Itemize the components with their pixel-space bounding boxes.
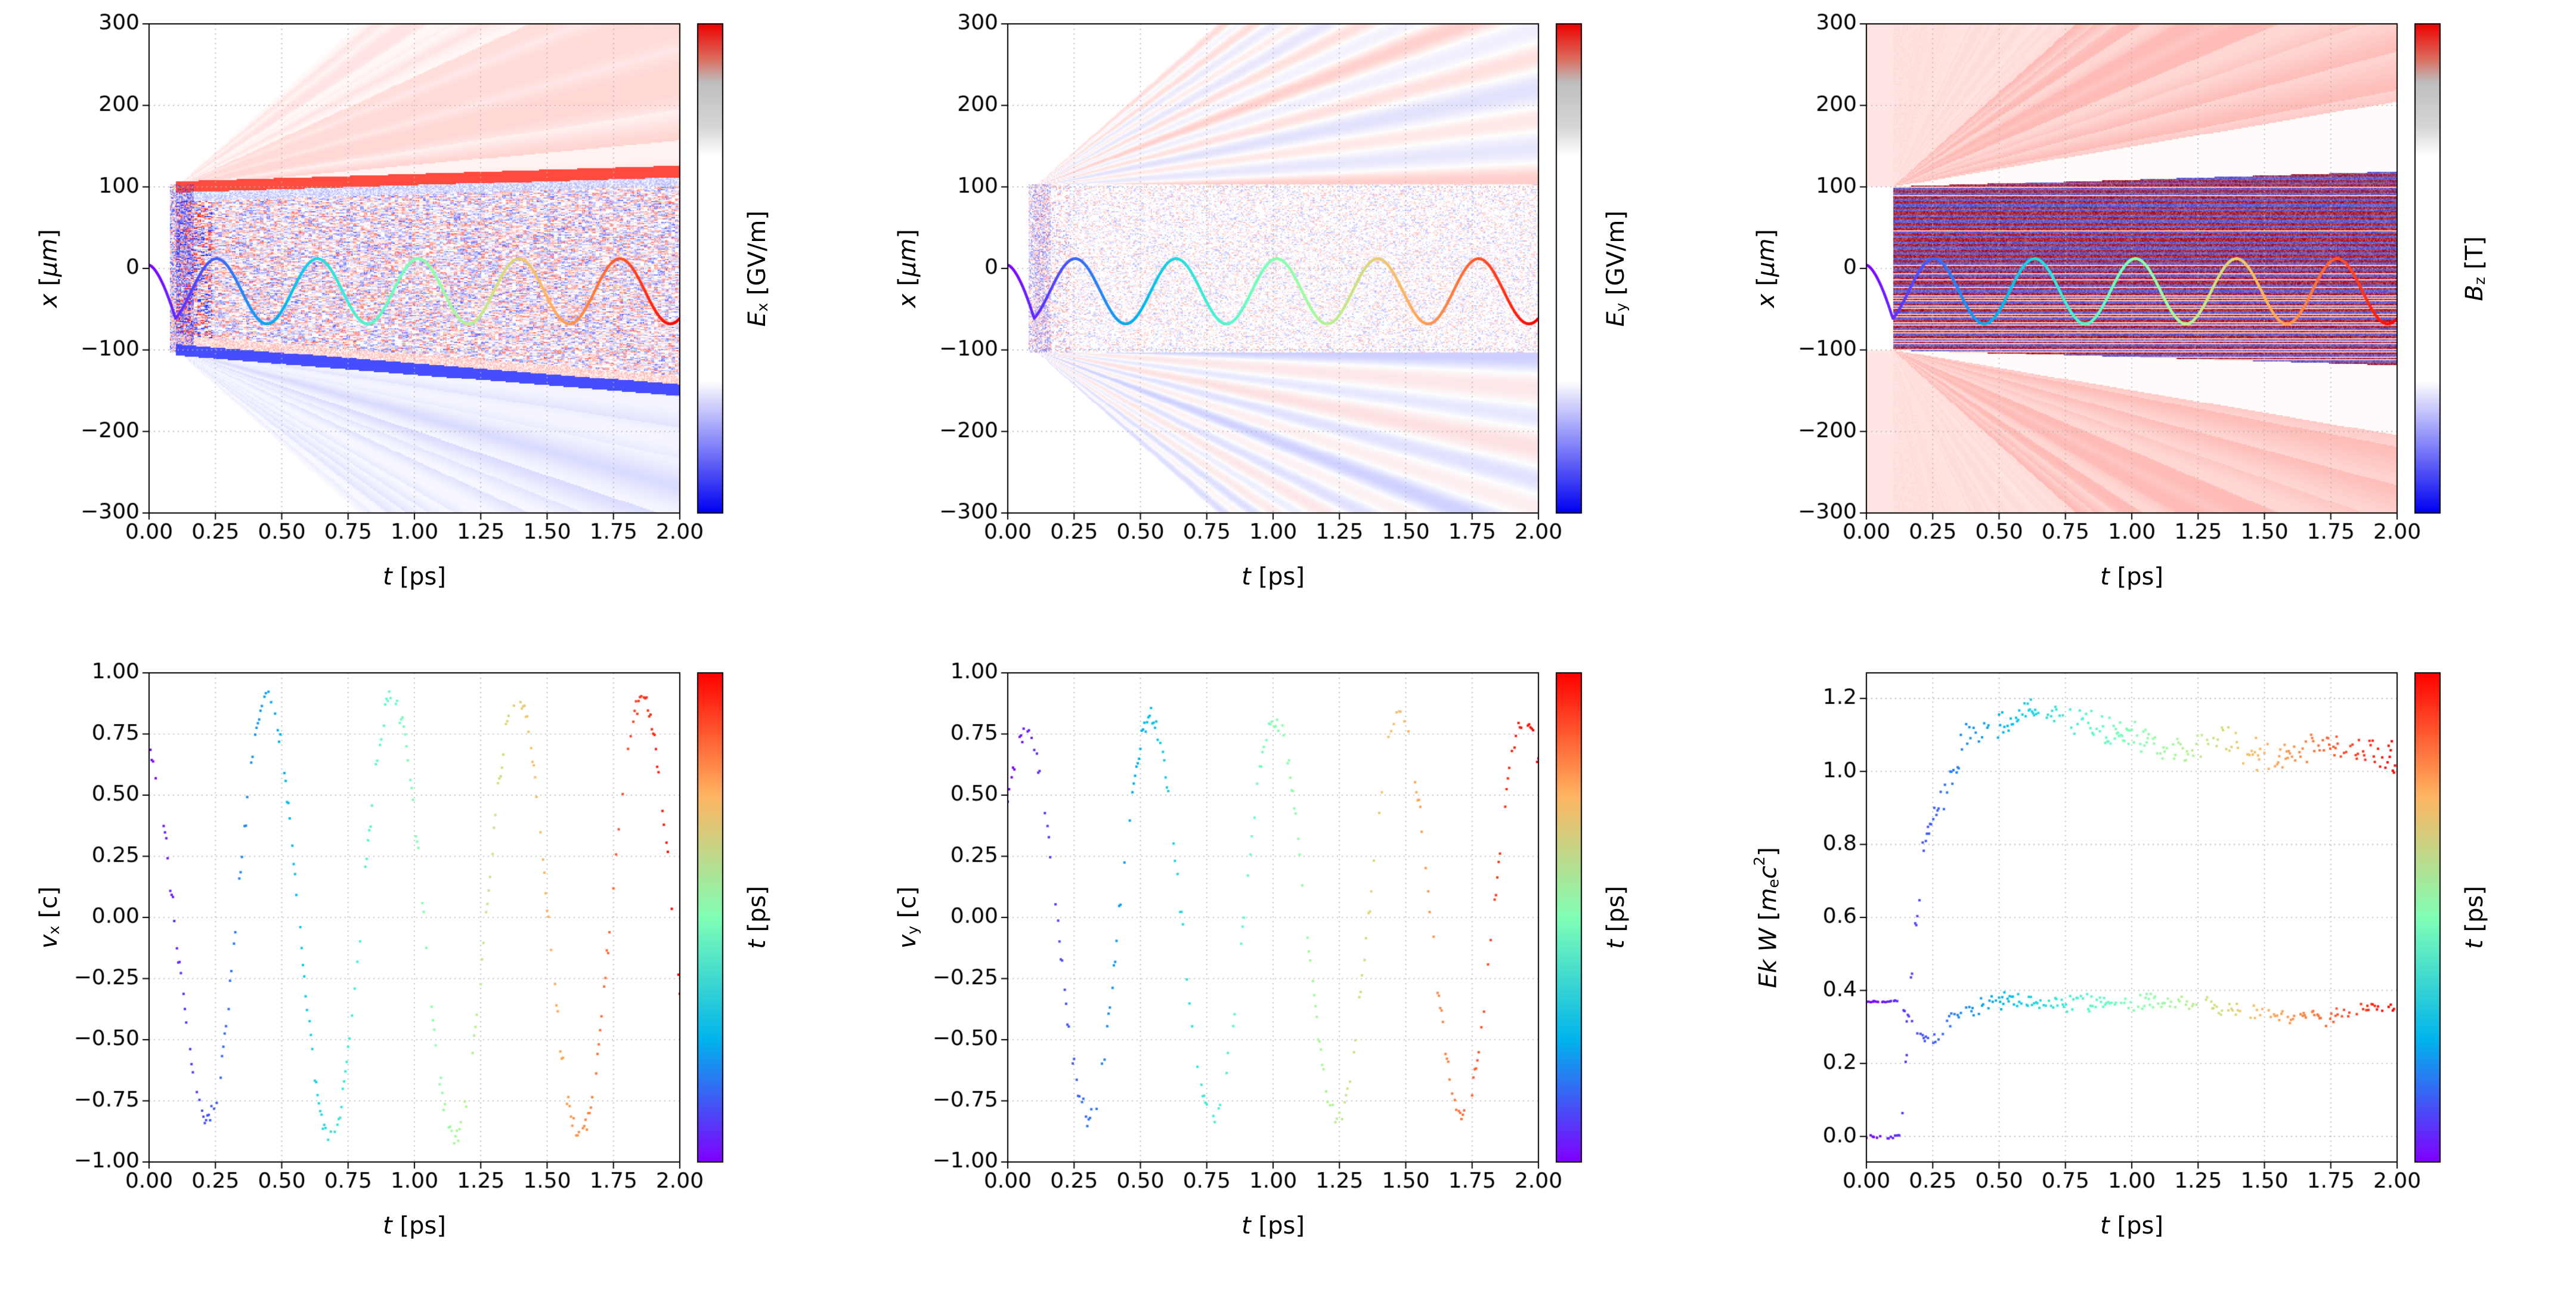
vx-scatter-canvas bbox=[0, 649, 859, 1298]
x-axis-label: t [ps] bbox=[383, 563, 446, 591]
colorbar-label: Ex [GV/m] bbox=[744, 210, 771, 327]
colorbar-label: t [ps] bbox=[2461, 886, 2488, 949]
subplot-ex-field: x [μm] t [ps] Ex [GV/m] bbox=[0, 0, 859, 649]
energy-scatter-canvas bbox=[1717, 649, 2576, 1298]
colorbar-label: Ey [GV/m] bbox=[1602, 210, 1630, 327]
y-axis-label: x [μm] bbox=[894, 228, 921, 308]
vy-scatter-canvas bbox=[859, 649, 1717, 1298]
subplot-bz-field: x [μm] t [ps] Bz [T] bbox=[1717, 0, 2576, 649]
x-axis-label: t [ps] bbox=[383, 1212, 446, 1240]
subplot-vy-scatter: vy [c] t [ps] t [ps] bbox=[859, 649, 1717, 1298]
bz-field-canvas bbox=[1717, 0, 2576, 649]
x-axis-label: t [ps] bbox=[1241, 563, 1305, 591]
x-axis-label: t [ps] bbox=[1241, 1212, 1305, 1240]
x-axis-label: t [ps] bbox=[2100, 563, 2163, 591]
ex-field-canvas bbox=[0, 0, 859, 649]
y-axis-label: vy [c] bbox=[894, 886, 921, 949]
subplot-energy-scatter: Ek W [mec2] t [ps] t [ps] bbox=[1717, 649, 2576, 1298]
y-axis-label: x [μm] bbox=[35, 228, 63, 308]
y-axis-label: Ek W [mec2] bbox=[1750, 846, 1782, 988]
ey-field-canvas bbox=[859, 0, 1717, 649]
colorbar-label: t [ps] bbox=[1602, 886, 1630, 949]
subplot-ey-field: x [μm] t [ps] Ey [GV/m] bbox=[859, 0, 1717, 649]
y-axis-label: x [μm] bbox=[1753, 228, 1780, 308]
colorbar-label: Bz [T] bbox=[2461, 236, 2488, 301]
colorbar-label: t [ps] bbox=[744, 886, 771, 949]
subplot-vx-scatter: vx [c] t [ps] t [ps] bbox=[0, 649, 859, 1298]
y-axis-label: vx [c] bbox=[35, 886, 63, 949]
x-axis-label: t [ps] bbox=[2100, 1212, 2163, 1240]
